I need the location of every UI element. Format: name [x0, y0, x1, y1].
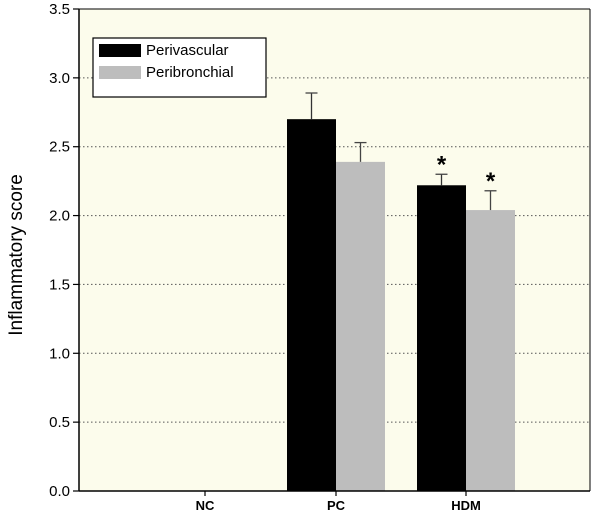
legend-label-perivascular: Perivascular	[146, 42, 229, 59]
bar-perivascular-hdm	[417, 185, 466, 491]
y-tick-label: 3.5	[49, 1, 70, 18]
y-tick-label: 1.0	[49, 345, 70, 362]
y-tick-labels: 0.0 0.5 1.0 1.5 2.0 2.5 3.0 3.5	[49, 1, 70, 500]
significance-marker: *	[486, 168, 496, 195]
y-tick-label: 3.0	[49, 70, 70, 87]
y-tick-label: 2.5	[49, 139, 70, 156]
significance-marker: *	[437, 151, 447, 178]
bar-peribronchial-hdm	[466, 210, 515, 491]
axes	[73, 8, 591, 496]
bar-perivascular-pc	[287, 119, 336, 492]
x-tick-label: PC	[327, 498, 346, 513]
y-tick-label: 2.0	[49, 208, 70, 225]
y-axis-label: Inflammatory score	[6, 174, 27, 336]
y-tick-label: 0.0	[49, 483, 70, 500]
legend-swatch-peribronchial	[99, 66, 141, 79]
y-tick-label: 1.5	[49, 276, 70, 293]
legend-swatch-perivascular	[99, 44, 141, 57]
legend: Perivascular Peribronchial	[92, 37, 267, 98]
x-tick-label: NC	[196, 498, 215, 513]
x-tick-labels: NC PC HDM	[196, 498, 481, 513]
x-tick-label: HDM	[451, 498, 481, 513]
y-tick-label: 0.5	[49, 414, 70, 431]
bars: **	[287, 92, 515, 492]
legend-label-peribronchial: Peribronchial	[146, 64, 234, 81]
bar-peribronchial-pc	[336, 161, 385, 491]
